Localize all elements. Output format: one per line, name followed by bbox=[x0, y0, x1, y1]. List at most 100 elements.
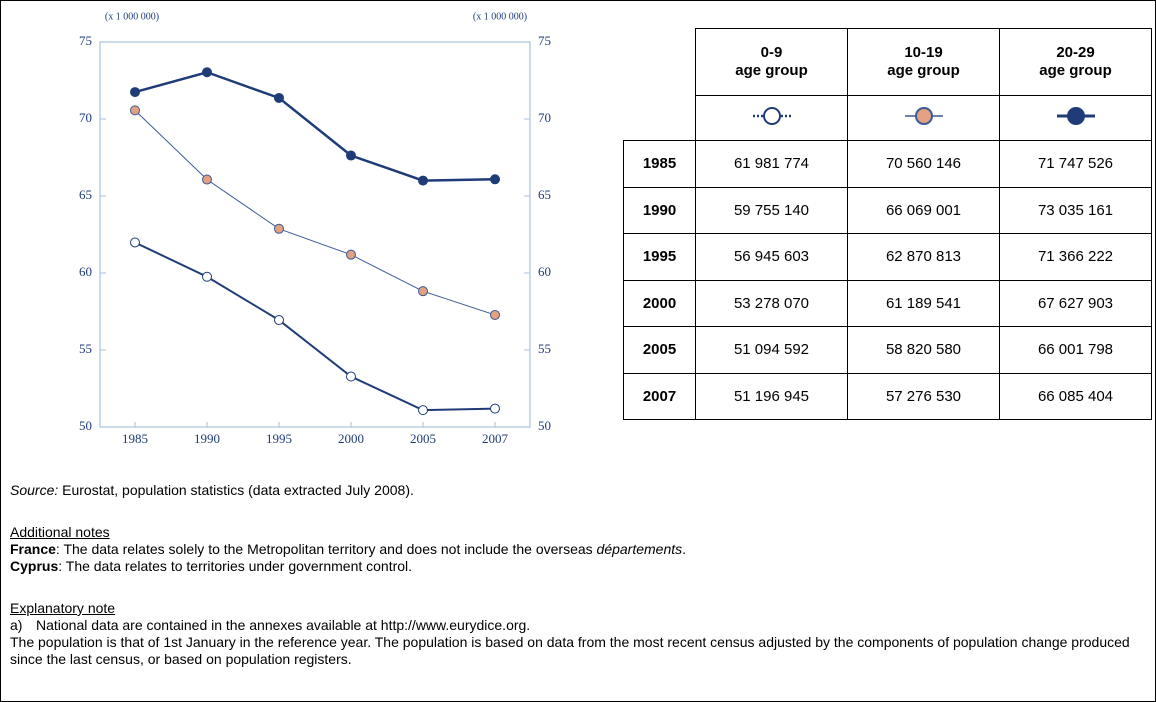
year-cell: 1985 bbox=[623, 140, 696, 188]
x-tick-label: 1985 bbox=[122, 431, 148, 446]
data-point bbox=[418, 405, 428, 416]
symbol-marker bbox=[1066, 107, 1085, 125]
explanatory-heading: Explanatory note bbox=[10, 600, 116, 616]
data-point bbox=[490, 309, 500, 320]
value-cell: 53 278 070 bbox=[695, 279, 848, 327]
france-note: France: The data relates solely to the M… bbox=[10, 541, 686, 558]
value-cell: 61 189 541 bbox=[847, 279, 1000, 327]
column-header: 10-19 age group bbox=[847, 28, 1000, 96]
column-header: 20-29 age group bbox=[999, 28, 1152, 96]
item-a: a) National data are contained in the ann… bbox=[10, 617, 530, 634]
data-point bbox=[202, 174, 212, 185]
symbol-cell bbox=[847, 95, 1000, 141]
value-cell: 66 085 404 bbox=[999, 372, 1152, 420]
value-cell: 62 870 813 bbox=[847, 233, 1000, 281]
year-cell: 1990 bbox=[623, 186, 696, 234]
cyprus-note: Cyprus: The data relates to territories … bbox=[10, 558, 412, 575]
value-cell: 66 001 798 bbox=[999, 326, 1152, 374]
data-point bbox=[274, 315, 284, 326]
y2-tick-label: 60 bbox=[538, 264, 551, 279]
data-point bbox=[130, 105, 140, 116]
text: : The data relates to territories under … bbox=[58, 558, 413, 574]
text: : The data relates solely to the Metropo… bbox=[55, 541, 597, 557]
additional-heading: Additional notes bbox=[10, 524, 110, 540]
value-cell: 66 069 001 bbox=[847, 186, 1000, 234]
table-row: 1995 56 945 603 62 870 813 71 366 222 bbox=[623, 233, 1152, 281]
text: . bbox=[682, 541, 687, 557]
source-label: Source: bbox=[10, 482, 59, 498]
blank-cell bbox=[623, 28, 696, 96]
y-tick-label: 70 bbox=[79, 110, 92, 125]
series-line bbox=[134, 70, 496, 182]
table-row: 1990 59 755 140 66 069 001 73 035 161 bbox=[623, 186, 1152, 234]
y-tick-label: 50 bbox=[79, 418, 92, 433]
value-cell: 71 366 222 bbox=[999, 233, 1152, 281]
table-row: 2005 51 094 592 58 820 580 66 001 798 bbox=[623, 326, 1152, 374]
series-line bbox=[134, 110, 496, 316]
y2-tick-label: 75 bbox=[538, 33, 551, 48]
y-axis-unit: (x 1 000 000) bbox=[105, 11, 159, 22]
symbol-cell bbox=[695, 95, 848, 141]
column-sublabel: age group bbox=[887, 62, 960, 79]
x-tick-label: 1995 bbox=[266, 431, 292, 446]
y-tick-label: 75 bbox=[79, 33, 92, 48]
paragraph: The population is that of 1st January in… bbox=[10, 634, 1130, 667]
y-tick-label: 60 bbox=[79, 264, 92, 279]
column-label: 0-9 bbox=[760, 44, 783, 61]
y2-tick-label: 50 bbox=[538, 418, 551, 433]
value-cell: 70 560 146 bbox=[847, 140, 1000, 188]
value-cell: 51 196 945 bbox=[695, 372, 848, 420]
data-point bbox=[274, 223, 284, 234]
year-cell: 2000 bbox=[623, 279, 696, 327]
value-cell: 71 747 526 bbox=[999, 140, 1152, 188]
column-sublabel: age group bbox=[1039, 62, 1112, 79]
data-point bbox=[418, 175, 428, 186]
data-point bbox=[490, 403, 500, 414]
data-point bbox=[490, 174, 500, 185]
chart: (x 1 000 000) (x 1 000 000) 50 55 60 65 70 75… bbox=[79, 11, 551, 446]
data-point bbox=[418, 286, 428, 297]
value-cell: 58 820 580 bbox=[847, 326, 1000, 374]
term: Cyprus bbox=[10, 558, 59, 574]
symbol-cell bbox=[999, 95, 1152, 141]
emphasis: départements bbox=[596, 541, 683, 557]
y2-axis-unit: (x 1 000 000) bbox=[473, 11, 527, 22]
y-tick-label: 65 bbox=[79, 187, 92, 202]
value-cell: 57 276 530 bbox=[847, 372, 1000, 420]
data-point bbox=[346, 150, 356, 161]
source-text: Eurostat, population statistics (data ex… bbox=[58, 482, 414, 498]
data-point bbox=[202, 271, 212, 282]
value-cell: 67 627 903 bbox=[999, 279, 1152, 327]
series-symbol bbox=[1056, 107, 1095, 125]
plot-frame bbox=[99, 41, 531, 428]
data-point bbox=[346, 249, 356, 260]
value-cell: 73 035 161 bbox=[999, 186, 1152, 234]
data-point bbox=[202, 67, 212, 78]
year-cell: 2005 bbox=[623, 326, 696, 374]
column-label: 10-19 bbox=[904, 44, 943, 61]
x-tick-label: 2005 bbox=[410, 431, 436, 446]
series-symbol bbox=[752, 107, 791, 125]
term: France bbox=[10, 541, 56, 557]
symbol-marker bbox=[914, 107, 933, 125]
value-cell: 61 981 774 bbox=[695, 140, 848, 188]
column-label: 20-29 bbox=[1056, 44, 1095, 61]
table-row: 2007 51 196 945 57 276 530 66 085 404 bbox=[623, 372, 1152, 420]
data-point bbox=[130, 237, 140, 248]
series-symbol bbox=[904, 107, 943, 125]
symbol-marker bbox=[762, 107, 781, 125]
value-cell: 56 945 603 bbox=[695, 233, 848, 281]
y-tick-label: 55 bbox=[79, 341, 92, 356]
blank-cell bbox=[623, 95, 696, 141]
source-line: Source: Eurostat, population statistics … bbox=[10, 482, 414, 499]
x-tick-label: 1990 bbox=[194, 431, 220, 446]
year-cell: 1995 bbox=[623, 233, 696, 281]
data-point bbox=[274, 92, 284, 103]
value-cell: 59 755 140 bbox=[695, 186, 848, 234]
y2-tick-label: 55 bbox=[538, 341, 551, 356]
y2-tick-label: 65 bbox=[538, 187, 551, 202]
marker: a) bbox=[10, 617, 23, 633]
x-tick-label: 2000 bbox=[338, 431, 364, 446]
table-row: 2000 53 278 070 61 189 541 67 627 903 bbox=[623, 279, 1152, 327]
